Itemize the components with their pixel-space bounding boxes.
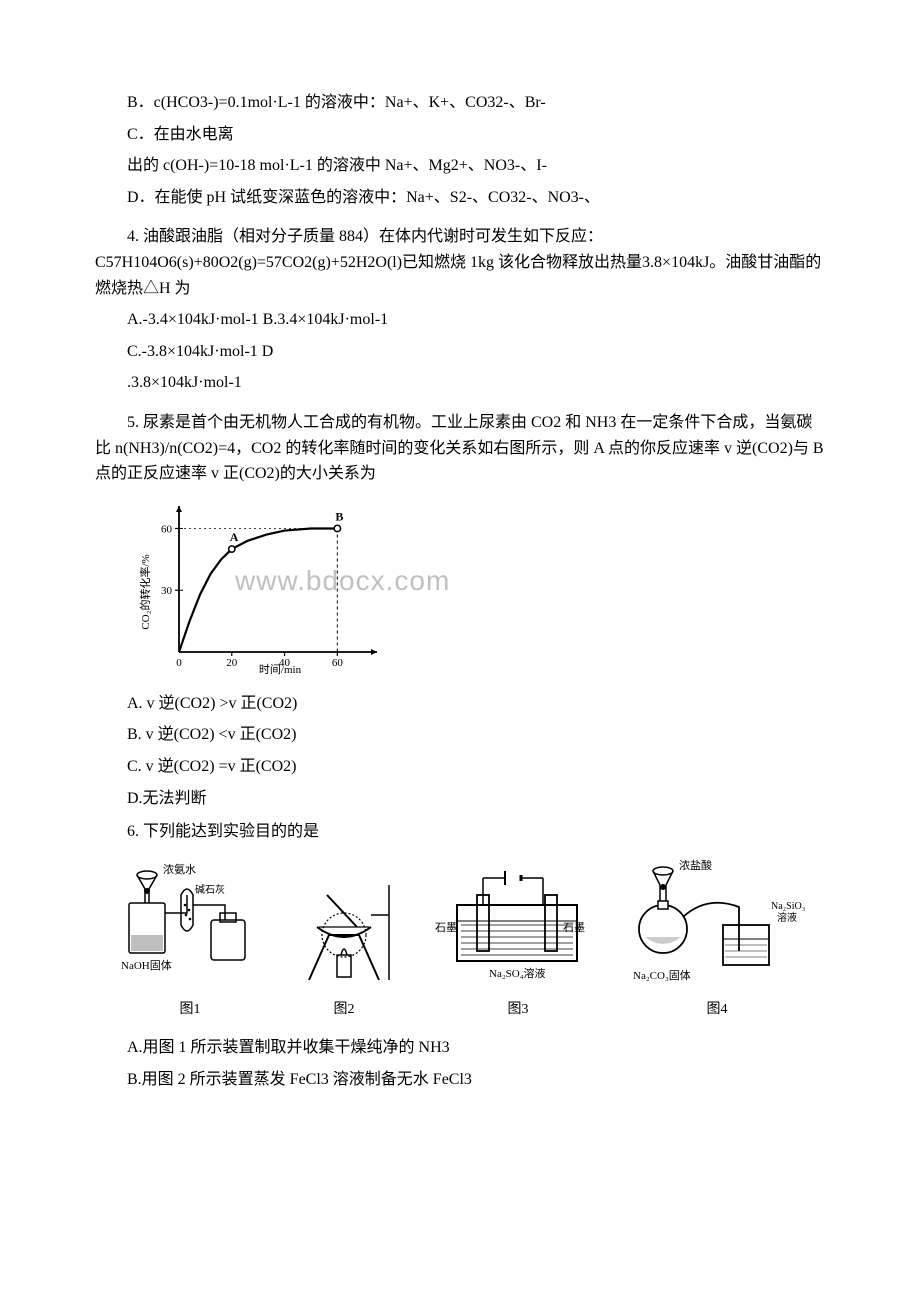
q5-opt-c: C. v 逆(CO2) =v 正(CO2)	[95, 754, 825, 780]
svg-text:A: A	[230, 530, 239, 544]
setup-1-caption: 图1	[115, 999, 265, 1021]
svg-text:20: 20	[226, 657, 238, 669]
setup-4-caption: 图4	[627, 999, 807, 1021]
q6-opt-b: B.用图 2 所示装置蒸发 FeCl3 溶液制备无水 FeCl3	[95, 1067, 825, 1093]
q4-opt-c: C.-3.8×104kJ·mol-1 D	[95, 339, 825, 365]
svg-text:NaOH固体: NaOH固体	[121, 958, 172, 972]
q4-opt-ab: A.-3.4×104kJ·mol-1 B.3.4×104kJ·mol-1	[95, 307, 825, 333]
svg-text:Na₂SiO₃: Na₂SiO₃	[771, 901, 805, 912]
setup-4: 浓盐酸 Na₂SiO₃ 溶液 Na₂CO₃固体 图4	[627, 855, 807, 1021]
q3-opt-c1: C．在由水电离	[95, 122, 825, 148]
svg-text:B: B	[335, 509, 343, 523]
svg-text:30: 30	[161, 585, 173, 597]
svg-text:Na₂SO₄溶液: Na₂SO₄溶液	[489, 966, 546, 980]
q3-opt-b: B．c(HCO3-)=0.1mol·L-1 的溶液中：Na+、K+、CO32-、…	[95, 90, 825, 116]
svg-text:60: 60	[332, 657, 344, 669]
svg-text:Na₂CO₃固体: Na₂CO₃固体	[633, 968, 691, 982]
svg-text:浓氨水: 浓氨水	[163, 863, 196, 876]
setup-1: 浓氨水 碱石灰 NaOH固体 图1	[115, 855, 265, 1021]
q5-opt-b: B. v 逆(CO2) <v 正(CO2)	[95, 722, 825, 748]
q5-opt-d: D.无法判断	[95, 786, 825, 812]
setup-2-caption: 图2	[279, 999, 409, 1021]
q6-opt-a: A.用图 1 所示装置制取并收集干燥纯净的 NH3	[95, 1035, 825, 1061]
svg-text:石墨: 石墨	[435, 921, 457, 934]
setup-1-svg: 浓氨水 碱石灰 NaOH固体	[115, 855, 265, 995]
svg-text:石墨: 石墨	[563, 921, 585, 934]
svg-text:溶液: 溶液	[777, 911, 797, 924]
svg-text:时间/min: 时间/min	[259, 663, 302, 676]
setup-4-svg: 浓盐酸 Na₂SiO₃ 溶液 Na₂CO₃固体	[627, 855, 807, 995]
q3-opt-d: D．在能使 pH 试纸变深蓝色的溶液中：Na+、S2-、CO32-、NO3-、	[95, 185, 825, 211]
setup-2-svg	[279, 855, 409, 995]
svg-text:CO₂的转化率/%: CO₂的转化率/%	[138, 554, 152, 629]
q5-chart: www.bdocx.com AB 02040603060 CO₂的转化率/% 时…	[135, 497, 445, 677]
svg-text:60: 60	[161, 523, 173, 535]
q4-stem: 4. 油酸跟油脂（相对分子质量 884）在体内代谢时可发生如下反应：C57H10…	[95, 224, 825, 301]
q6-stem: 6. 下列能达到实验目的的是	[95, 819, 825, 845]
q5-opt-a: A. v 逆(CO2) >v 正(CO2)	[95, 691, 825, 717]
q6-setups: 浓氨水 碱石灰 NaOH固体 图1 图2	[115, 855, 825, 1021]
svg-text:浓盐酸: 浓盐酸	[679, 858, 712, 872]
setup-2: 图2	[279, 855, 409, 1021]
svg-text:碱石灰: 碱石灰	[195, 883, 225, 896]
setup-3: 石墨 石墨 Na₂SO₄溶液 图3	[423, 855, 613, 1021]
setup-3-caption: 图3	[423, 999, 613, 1021]
q4-opt-d: .3.8×104kJ·mol-1	[95, 370, 825, 396]
q5-chart-svg: AB 02040603060 CO₂的转化率/% 时间/min	[135, 497, 395, 677]
setup-3-svg: 石墨 石墨 Na₂SO₄溶液	[423, 855, 613, 995]
svg-text:0: 0	[176, 657, 182, 669]
q5-stem: 5. 尿素是首个由无机物人工合成的有机物。工业上尿素由 CO2 和 NH3 在一…	[95, 410, 825, 487]
q3-opt-c2: 出的 c(OH-)=10-18 mol·L-1 的溶液中 Na+、Mg2+、NO…	[95, 153, 825, 179]
